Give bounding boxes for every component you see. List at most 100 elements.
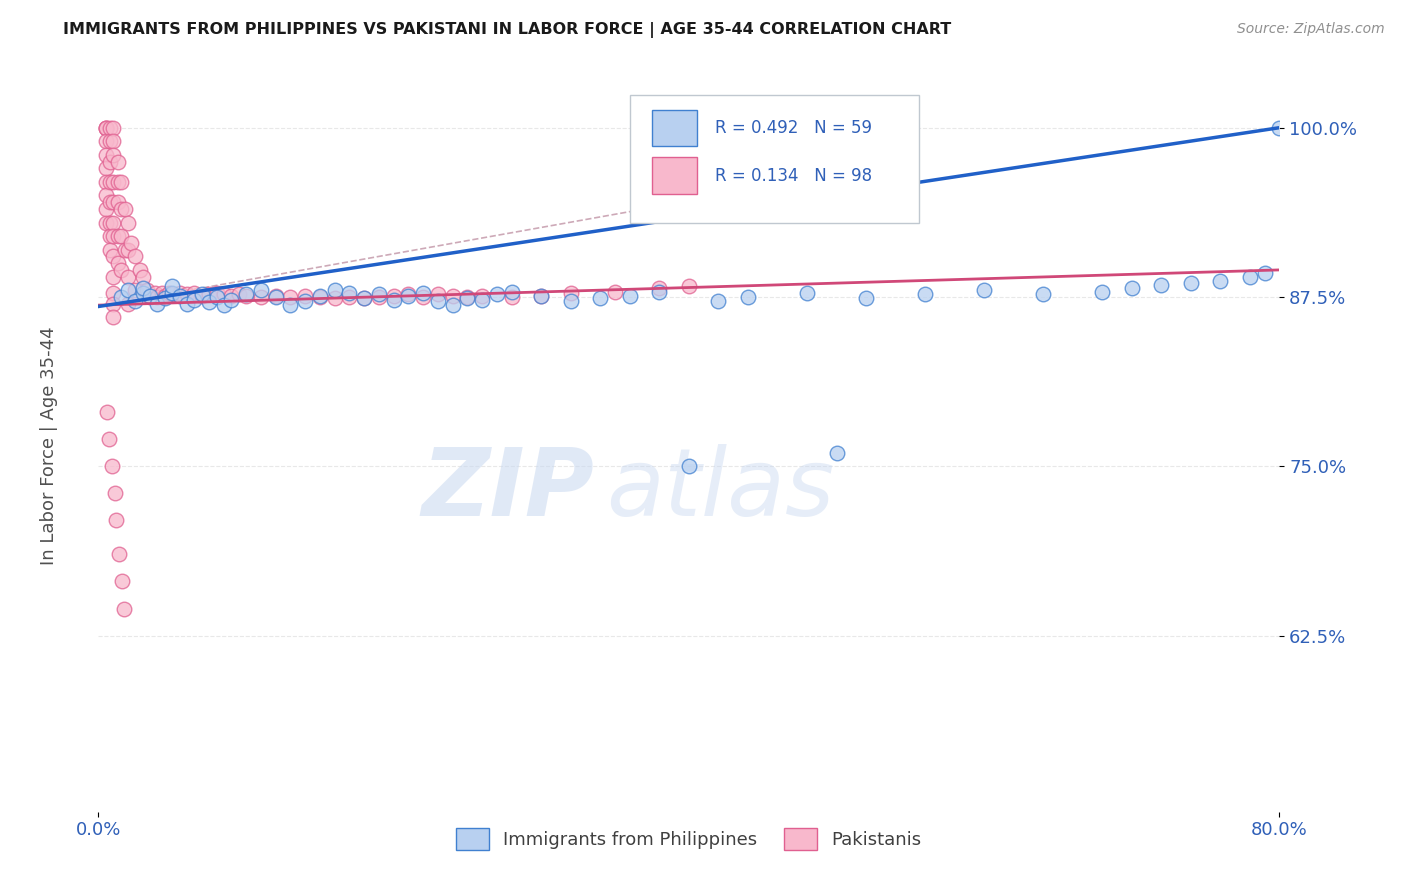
Point xyxy=(104,486,127,500)
Point xyxy=(441,288,464,302)
Point xyxy=(110,175,132,189)
Point xyxy=(110,263,132,277)
Point xyxy=(589,291,612,305)
Point xyxy=(353,291,375,305)
Point xyxy=(412,290,434,304)
Point xyxy=(560,294,582,309)
Point xyxy=(619,288,641,302)
Point xyxy=(398,288,420,302)
Point xyxy=(162,285,183,300)
Point xyxy=(825,446,848,460)
Point xyxy=(111,574,134,589)
Point xyxy=(107,175,129,189)
Point xyxy=(309,290,332,304)
Point xyxy=(183,285,205,300)
Point xyxy=(737,290,759,304)
Point xyxy=(146,297,169,311)
FancyBboxPatch shape xyxy=(630,95,920,223)
Point xyxy=(855,291,877,305)
Point xyxy=(103,285,125,300)
Point xyxy=(198,295,221,310)
Point xyxy=(1209,274,1232,288)
Point xyxy=(530,288,553,302)
Point xyxy=(114,202,136,216)
Point xyxy=(294,294,316,309)
Point xyxy=(191,287,214,301)
Point xyxy=(368,287,391,301)
Point xyxy=(98,175,121,189)
Point xyxy=(427,294,450,309)
Point xyxy=(323,291,346,305)
Point xyxy=(103,215,125,229)
Point xyxy=(94,148,117,162)
Point xyxy=(107,256,129,270)
Point xyxy=(94,202,117,216)
Point xyxy=(250,283,273,297)
Point xyxy=(198,287,221,301)
Point xyxy=(648,280,671,294)
Point xyxy=(98,215,121,229)
Point xyxy=(183,293,205,307)
Point xyxy=(264,288,287,302)
Point xyxy=(398,287,420,301)
Point xyxy=(117,269,139,284)
Point xyxy=(412,285,434,300)
Point xyxy=(103,134,125,148)
Point xyxy=(153,288,176,302)
Point xyxy=(1032,287,1054,301)
Point xyxy=(1254,266,1277,280)
FancyBboxPatch shape xyxy=(652,157,697,194)
Point xyxy=(103,175,125,189)
Point xyxy=(110,202,132,216)
Point xyxy=(353,291,375,305)
Point xyxy=(309,288,332,302)
Point xyxy=(235,287,257,301)
Point xyxy=(108,547,131,561)
Text: ZIP: ZIP xyxy=(422,444,595,536)
Point xyxy=(139,290,162,304)
Point xyxy=(323,283,346,297)
Point xyxy=(678,459,700,474)
Point xyxy=(94,215,117,229)
Point xyxy=(128,263,150,277)
Text: atlas: atlas xyxy=(606,444,835,535)
Point xyxy=(1091,285,1114,299)
Point xyxy=(103,148,125,162)
Text: R = 0.134   N = 98: R = 0.134 N = 98 xyxy=(714,167,872,186)
Point xyxy=(105,514,128,528)
Point xyxy=(678,279,700,293)
Point xyxy=(441,298,464,312)
Point xyxy=(117,215,139,229)
Point xyxy=(1150,277,1173,292)
Point xyxy=(97,432,120,446)
Point xyxy=(94,120,117,135)
Point xyxy=(103,195,125,210)
Point xyxy=(212,287,235,301)
Point xyxy=(117,283,139,297)
Point xyxy=(112,601,135,615)
Point xyxy=(146,290,169,304)
Point xyxy=(1239,269,1261,284)
Point xyxy=(368,290,391,304)
Point xyxy=(94,161,117,176)
Point xyxy=(153,291,176,305)
Point xyxy=(339,285,361,300)
Point xyxy=(471,293,494,307)
Point xyxy=(280,290,302,304)
Point xyxy=(221,293,243,307)
Point xyxy=(124,283,146,297)
Point xyxy=(132,269,155,284)
Point xyxy=(124,294,146,309)
Point xyxy=(107,154,129,169)
Point xyxy=(143,285,166,300)
Point xyxy=(250,290,273,304)
Point xyxy=(212,298,235,312)
Point xyxy=(120,235,142,250)
Point xyxy=(157,285,180,300)
Point xyxy=(124,249,146,263)
Point xyxy=(457,291,479,305)
Point xyxy=(98,243,121,257)
Point xyxy=(103,269,125,284)
Point xyxy=(98,154,121,169)
Point xyxy=(1268,120,1291,135)
